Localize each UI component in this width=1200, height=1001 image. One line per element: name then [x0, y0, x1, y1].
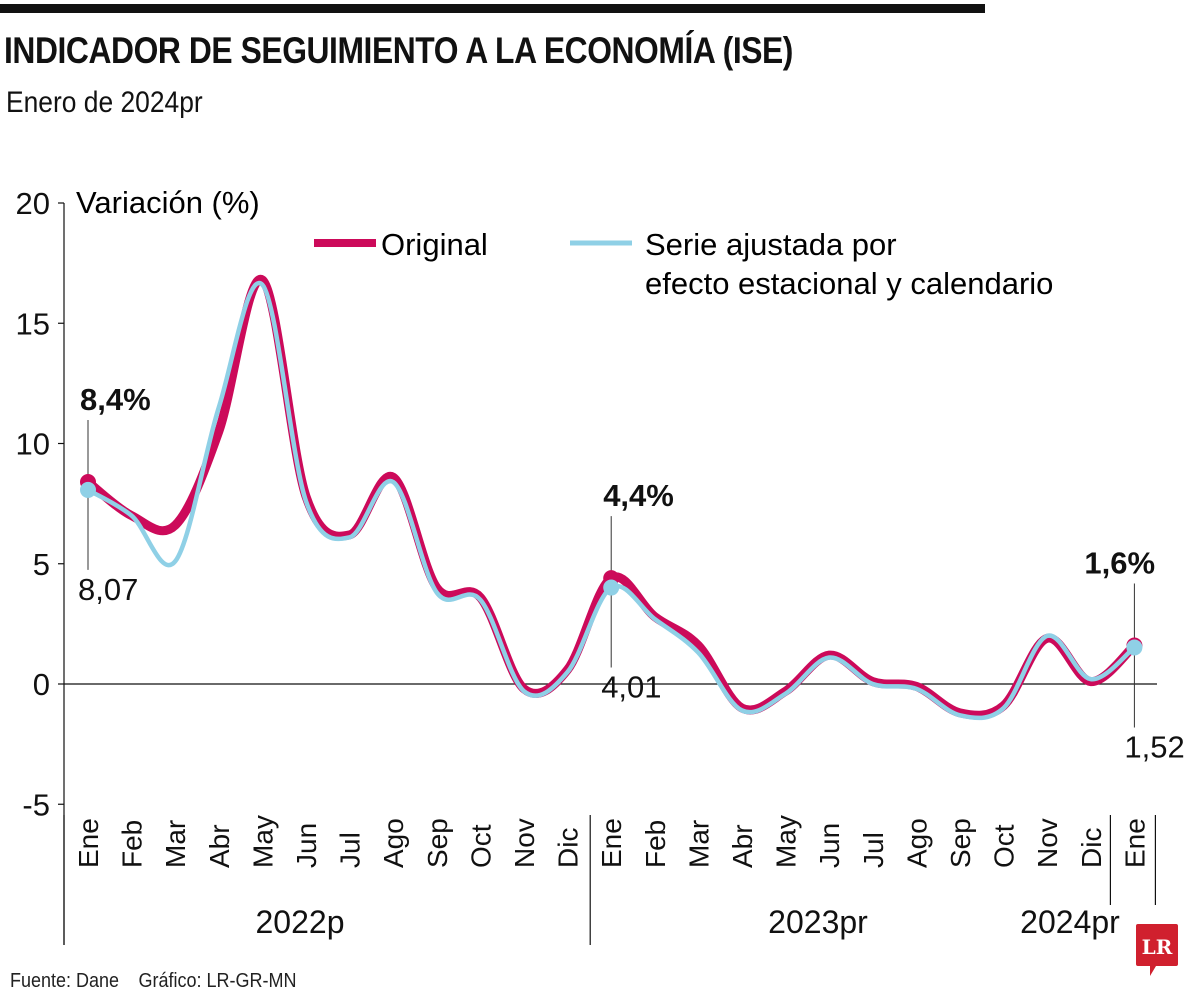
- legend-adjusted-label-line2: efecto estacional y calendario: [645, 266, 1053, 301]
- x-tick-label: Feb: [117, 820, 148, 868]
- x-tick-label: Sep: [422, 818, 453, 868]
- annotations: 8,4% 8,07 4,4% 4,01 1,6% 1,52: [78, 382, 1185, 764]
- year-group-label: 2023pr: [768, 904, 868, 940]
- x-tick-label: Jun: [814, 823, 845, 868]
- legend: Original Serie ajustada por efecto estac…: [314, 227, 1053, 301]
- data-point-adjusted: [1126, 639, 1143, 656]
- y-tick-label: 0: [33, 667, 50, 702]
- x-tick-label: Jul: [335, 832, 366, 868]
- chart-title: INDICADOR DE SEGUIMIENTO A LA ECONOMÍA (…: [4, 30, 793, 71]
- x-tick-label: Abr: [727, 824, 758, 868]
- x-tick-label: Nov: [509, 818, 540, 868]
- logo-speech-bubble-icon: [1136, 924, 1178, 976]
- x-tick-label: Ene: [596, 818, 627, 868]
- graphic-credit: Gráfico: LR-GR-MN: [138, 970, 297, 992]
- lr-logo: LR: [1136, 924, 1178, 976]
- source-credit: Fuente: Dane: [10, 970, 120, 992]
- x-tick-label: Sep: [945, 818, 976, 868]
- logo-text: LR: [1142, 935, 1173, 959]
- y-axis-label: Variación (%): [76, 185, 260, 220]
- x-tick-label: Nov: [1032, 818, 1063, 868]
- x-tick-label: Ene: [73, 818, 104, 868]
- x-tick-label: Feb: [640, 820, 671, 868]
- data-point-adjusted: [603, 579, 620, 596]
- x-tick-label: Ago: [378, 818, 409, 868]
- annotation-original-value: 8,4%: [80, 382, 151, 417]
- chart-subtitle: Enero de 2024pr: [6, 86, 203, 119]
- legend-adjusted-label-line1: Serie ajustada por: [645, 227, 897, 262]
- annotation-adjusted-value: 4,01: [601, 670, 661, 705]
- top-rule: [0, 4, 985, 13]
- x-tick-label: May: [771, 815, 802, 868]
- x-tick-label: Dic: [1076, 828, 1107, 868]
- y-tick-label: 20: [16, 186, 50, 221]
- year-group-label: 2022p: [256, 904, 345, 940]
- x-tick-label: Jun: [291, 823, 322, 868]
- annotation-original-value: 1,6%: [1084, 546, 1155, 581]
- annotation-adjusted-value: 1,52: [1124, 729, 1184, 764]
- x-tick-label: Ago: [901, 818, 932, 868]
- series-lines: [83, 275, 1139, 721]
- data-point-adjusted: [80, 481, 96, 498]
- y-tick-label: 10: [16, 427, 50, 462]
- y-tick-label: 15: [16, 306, 50, 341]
- series-line-adjusted: [85, 280, 1137, 721]
- y-tick-label: -5: [22, 787, 50, 822]
- x-tick-label: Oct: [465, 824, 496, 868]
- footer: Fuente: Dane Gráfico: LR-GR-MN: [10, 970, 297, 993]
- x-tick-label: Jul: [858, 832, 889, 868]
- annotation-adjusted-value: 8,07: [78, 572, 138, 607]
- annotation-original-value: 4,4%: [603, 478, 674, 513]
- x-tick-label: Ene: [1119, 818, 1150, 868]
- legend-original-label: Original: [381, 227, 488, 262]
- x-tick-label: Mar: [160, 820, 191, 868]
- x-tick-label: Dic: [553, 828, 584, 868]
- axes: 20 15 10 5 0 -5 Ene Feb Mar Abr May Jun Jul Ago Sep Oct…: [16, 186, 1157, 945]
- year-group-label: 2024pr: [1020, 904, 1120, 940]
- y-tick-label: 5: [33, 547, 50, 582]
- x-tick-label: Oct: [989, 824, 1020, 868]
- x-tick-label: May: [247, 815, 278, 868]
- x-tick-label: Abr: [204, 824, 235, 868]
- x-tick-label: Mar: [683, 820, 714, 868]
